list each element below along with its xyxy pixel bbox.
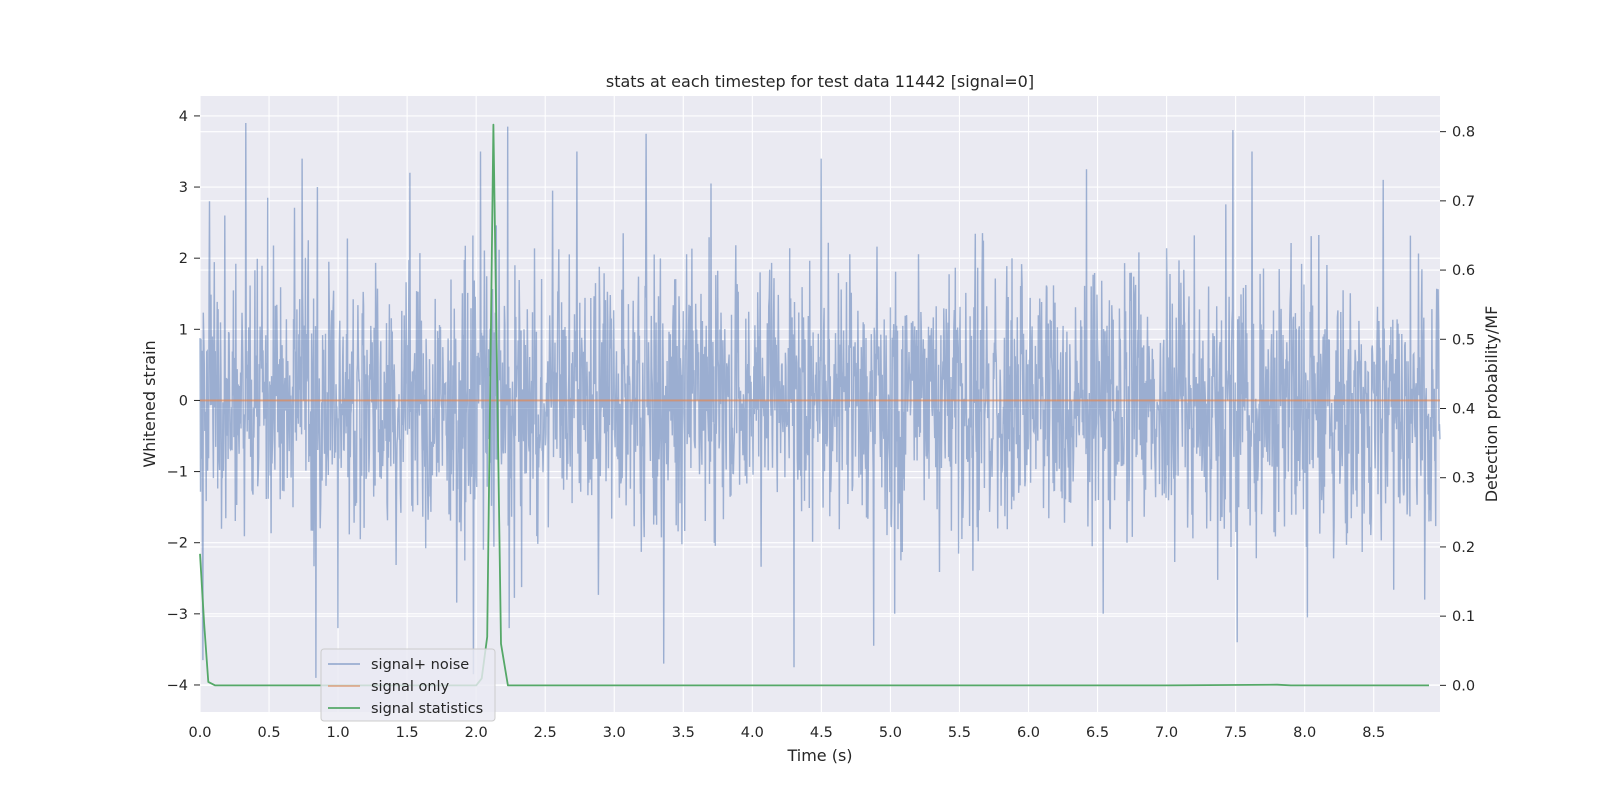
series-signal-statistics: [199, 123, 1429, 687]
x-tick-label: 6.0: [1017, 725, 1040, 741]
x-axis-ticks: 0.0 0.5 1.0 1.5 2.0 2.5 3.0 3.5 4.0 4.5 5.0 5.5 6.0 6…: [188, 725, 1385, 741]
legend-label-signal-plus-noise: signal+ noise: [371, 657, 469, 673]
y2-tick-label: 0.3: [1452, 471, 1475, 487]
y2-tick-label: 0.0: [1452, 678, 1475, 694]
x-tick-label: 6.5: [1086, 725, 1109, 741]
y2-tick-label: 0.7: [1452, 194, 1475, 210]
x-tick-label: 8.5: [1362, 725, 1385, 741]
legend: signal+ noise signal only signal statist…: [320, 648, 496, 722]
x-tick-label: 7.5: [1224, 725, 1247, 741]
y2-axis-label: Detection probability/MF: [1482, 306, 1501, 503]
x-tick-label: 7.0: [1155, 725, 1178, 741]
y-tick-label: 3: [179, 180, 188, 196]
x-tick-label: 1.5: [396, 725, 419, 741]
x-tick-label: 0.5: [258, 725, 281, 741]
y2-tick-label: 0.2: [1452, 540, 1475, 556]
x-tick-label: 4.0: [741, 725, 764, 741]
x-tick-label: 8.0: [1293, 725, 1316, 741]
x-axis-label: Time (s): [786, 746, 852, 765]
y-tick-label: 4: [179, 109, 188, 125]
x-tick-label: 5.0: [879, 725, 902, 741]
series-signal-plus-noise: [199, 122, 1441, 678]
y2-tick-label: 0.1: [1452, 609, 1475, 625]
y2-tick-label: 0.5: [1452, 332, 1475, 348]
y-tick-label: 0: [179, 393, 188, 409]
y-tick-label: −3: [167, 607, 188, 623]
y-tick-label: −4: [167, 678, 188, 694]
y-tick-label: −2: [167, 536, 188, 552]
y-tick-label: −1: [167, 465, 188, 481]
x-tick-label: 4.5: [810, 725, 833, 741]
legend-label-signal-only: signal only: [371, 679, 450, 695]
y-axis-label: Whitened strain: [140, 340, 159, 467]
signal-plus-noise-line: [199, 122, 1441, 678]
x-tick-label: 3.0: [603, 725, 626, 741]
chart-title: stats at each timestep for test data 114…: [606, 72, 1034, 91]
x-tick-label: 1.0: [327, 725, 350, 741]
y2-axis-ticks: 0.8 0.7 0.6 0.5 0.4 0.3 0.2 0.1 0.0: [1440, 125, 1475, 694]
y-tick-label: 1: [179, 322, 188, 338]
x-tick-label: 2.0: [465, 725, 488, 741]
y2-tick-label: 0.6: [1452, 263, 1475, 279]
signal-statistics-line: [199, 123, 1429, 687]
y-axis-ticks: 4 3 2 1 0 −1 −2 −3 −4: [167, 109, 200, 694]
y2-tick-label: 0.4: [1452, 401, 1475, 417]
y2-tick-label: 0.8: [1452, 125, 1475, 141]
legend-label-signal-statistics: signal statistics: [371, 701, 483, 717]
legend-box: [320, 648, 496, 722]
x-tick-label: 2.5: [534, 725, 557, 741]
x-tick-label: 5.5: [948, 725, 971, 741]
x-tick-label: 0.0: [188, 725, 211, 741]
x-tick-label: 3.5: [672, 725, 695, 741]
y-tick-label: 2: [179, 251, 188, 267]
